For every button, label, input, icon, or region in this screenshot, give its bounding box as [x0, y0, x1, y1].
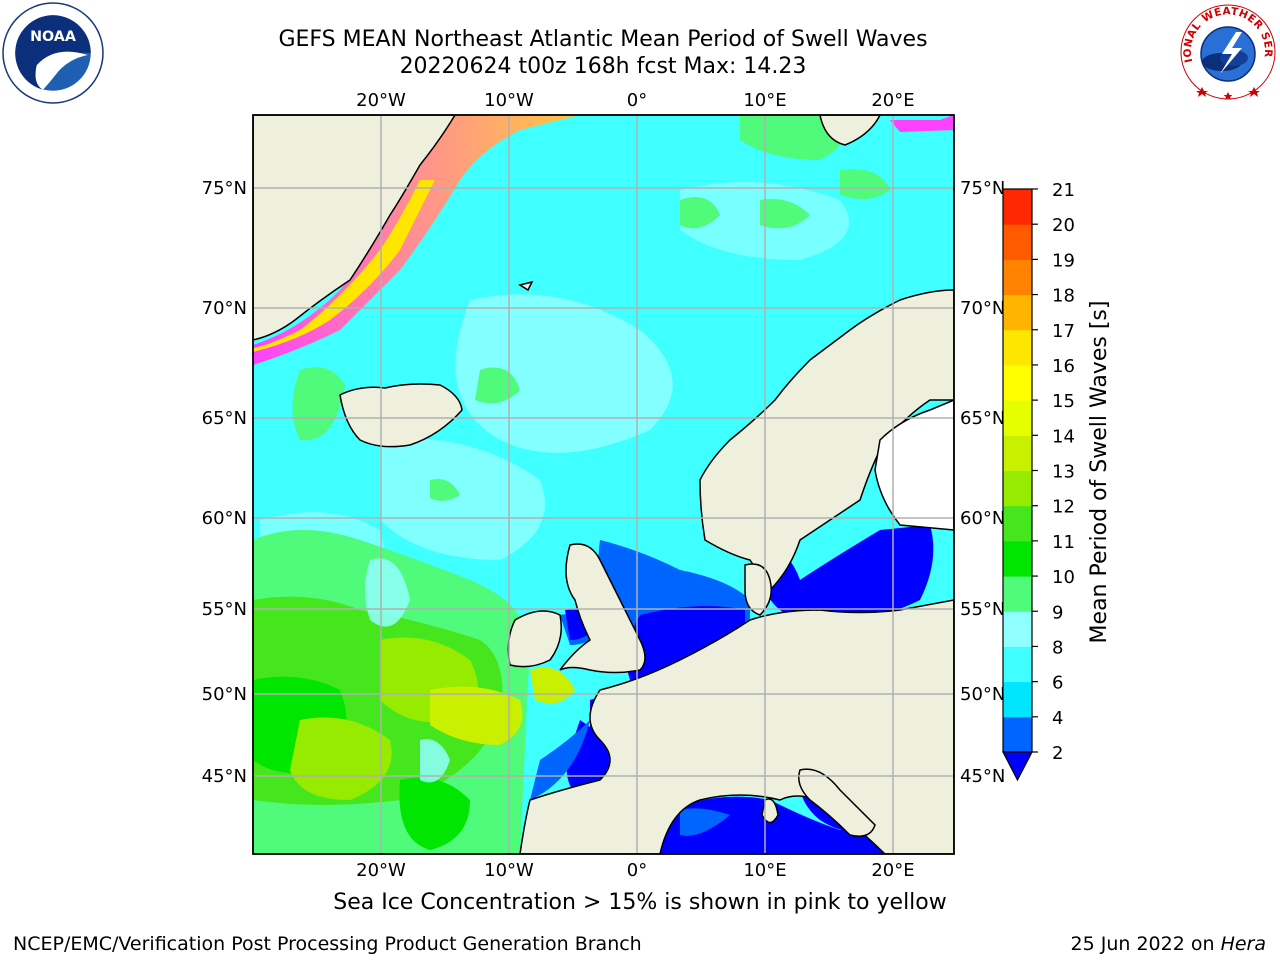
colorbar-segment: [1003, 716, 1032, 753]
lat-label: 75°N: [202, 178, 247, 199]
lat-label: 65°N: [960, 408, 1005, 429]
colorbar-tick-label: 6: [1052, 673, 1063, 694]
colorbar-tick-label: 17: [1052, 321, 1075, 342]
colorbar-tick-label: 10: [1052, 567, 1075, 588]
lat-label: 50°N: [202, 684, 247, 705]
lon-label: 10°E: [743, 860, 786, 881]
lon-label: 0°: [627, 90, 647, 111]
colorbar-tick-label: 16: [1052, 356, 1075, 377]
colorbar-segment: [1003, 470, 1032, 507]
colorbar-segment: [1003, 646, 1032, 683]
colorbar-segment: [1003, 681, 1032, 718]
lat-label: 45°N: [202, 766, 247, 787]
lat-label: 55°N: [202, 599, 247, 620]
colorbar-segment: [1003, 540, 1032, 577]
colorbar-tick-label: 13: [1052, 462, 1075, 483]
colorbar-segment: [1003, 576, 1032, 612]
sea-ice-caption: Sea Ice Concentration > 15% is shown in …: [333, 890, 947, 915]
nws-logo-icon: NATIONAL WEATHER SERVICE: [1178, 2, 1276, 100]
colorbar-segment: [1003, 435, 1032, 471]
land-masses: [253, 115, 954, 854]
lat-label: 75°N: [960, 178, 1005, 199]
colorbar-tick-label: 19: [1052, 250, 1075, 271]
colorbar-extend-arrow: [1002, 751, 1033, 782]
colorbar-tick-label: 20: [1052, 215, 1075, 236]
colorbar-segment: [1003, 224, 1032, 260]
colorbar-segment: [1003, 505, 1032, 542]
lat-label: 70°N: [960, 298, 1005, 319]
colorbar-segment: [1003, 259, 1032, 296]
lon-label: 20°W: [356, 860, 406, 881]
colorbar-tick-label: 14: [1052, 426, 1075, 447]
colorbar-tick-label: 2: [1052, 743, 1063, 764]
lon-label: 0°: [627, 860, 647, 881]
colorbar-tick-label: 12: [1052, 497, 1075, 518]
run-date: 25 Jun 2022 on Hera: [1071, 933, 1266, 955]
lat-label: 70°N: [202, 298, 247, 319]
colorbar-tick-label: 15: [1052, 391, 1075, 412]
lat-label: 55°N: [960, 599, 1005, 620]
lon-label: 20°W: [356, 90, 406, 111]
graticule: [253, 115, 954, 854]
run-date-text: 25 Jun 2022 on: [1070, 933, 1221, 955]
lat-label: 65°N: [202, 408, 247, 429]
colorbar-tick-label: 18: [1052, 286, 1075, 307]
map-subtitle: 20220624 t00z 168h fcst Max: 14.23: [399, 54, 807, 79]
map-frame: [252, 114, 955, 855]
colorbar-segment: [1003, 294, 1032, 331]
colorbar-segment: [1003, 189, 1032, 225]
colorbar-tick-label: 11: [1052, 532, 1075, 553]
colorbar-label: Mean Period of Swell Waves [s]: [1087, 301, 1112, 644]
colorbar-segment: [1003, 364, 1032, 401]
lat-label: 60°N: [960, 508, 1005, 529]
noaa-logo-icon: NOAA: [2, 2, 104, 104]
colorbar-segment: [1003, 611, 1032, 647]
colorbar-segment: [1003, 400, 1032, 436]
colorbar-tick-label: 9: [1052, 602, 1063, 623]
lat-label: 45°N: [960, 766, 1005, 787]
lat-label: 60°N: [202, 508, 247, 529]
longitude-labels: 20°W 10°W 0° 10°E 20°E 20°W 10°W 0° 10°E…: [356, 90, 914, 881]
producer-credit: NCEP/EMC/Verification Post Processing Pr…: [13, 933, 642, 955]
lon-label: 10°W: [484, 90, 534, 111]
colorbar-tick-label: 8: [1052, 637, 1063, 658]
lon-label: 20°E: [871, 860, 914, 881]
colorbar-tick-label: 4: [1052, 708, 1063, 729]
colorbar-segment: [1003, 329, 1032, 366]
noaa-logo-text: NOAA: [30, 29, 76, 45]
map-title: GEFS MEAN Northeast Atlantic Mean Period…: [278, 27, 928, 52]
lon-label: 10°E: [743, 90, 786, 111]
lon-label: 20°E: [871, 90, 914, 111]
machine-name: Hera: [1220, 933, 1266, 955]
lat-label: 50°N: [960, 684, 1005, 705]
colorbar: 2 4 6 8 9 10 11 12 13 14 15 16 17 18 19 20 21: [1002, 180, 1075, 782]
colorbar-tick-label: 21: [1052, 180, 1075, 201]
latitude-labels: 75°N 70°N 65°N 60°N 55°N 50°N 45°N 75°N …: [202, 178, 1006, 787]
lon-label: 10°W: [484, 860, 534, 881]
